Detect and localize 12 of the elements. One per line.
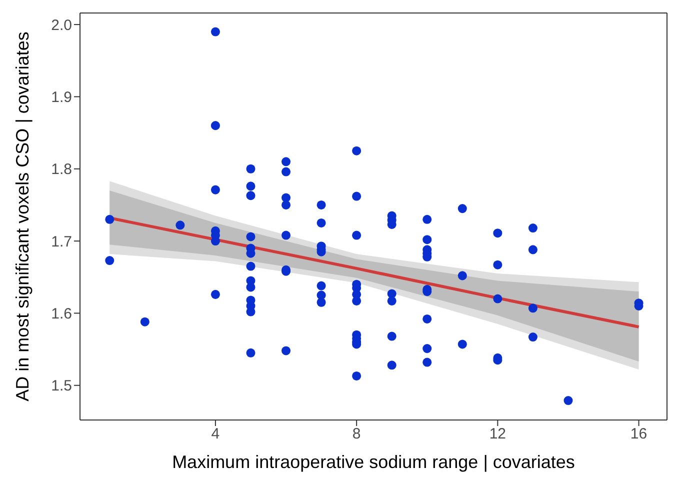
y-tick-label: 1.9 [51,89,72,106]
y-tick-label: 1.6 [51,306,72,323]
x-tick-label: 8 [352,426,361,443]
y-tick-label: 1.5 [51,378,72,395]
x-axis-title: Maximum intraoperative sodium range | covariates [172,452,575,472]
y-tick-label: 1.7 [51,233,72,250]
y-tick-label: 2.0 [51,16,72,34]
x-tick-label: 4 [211,426,220,443]
x-tick-label: 16 [630,426,648,443]
x-tick-label: 12 [489,426,506,443]
y-tick-label: 1.8 [51,161,72,178]
y-axis-title: AD in most significant voxels CSO | covariates [12,32,32,402]
